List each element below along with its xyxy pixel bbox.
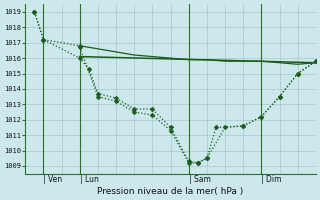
X-axis label: Pression niveau de la mer( hPa ): Pression niveau de la mer( hPa ): [98, 187, 244, 196]
